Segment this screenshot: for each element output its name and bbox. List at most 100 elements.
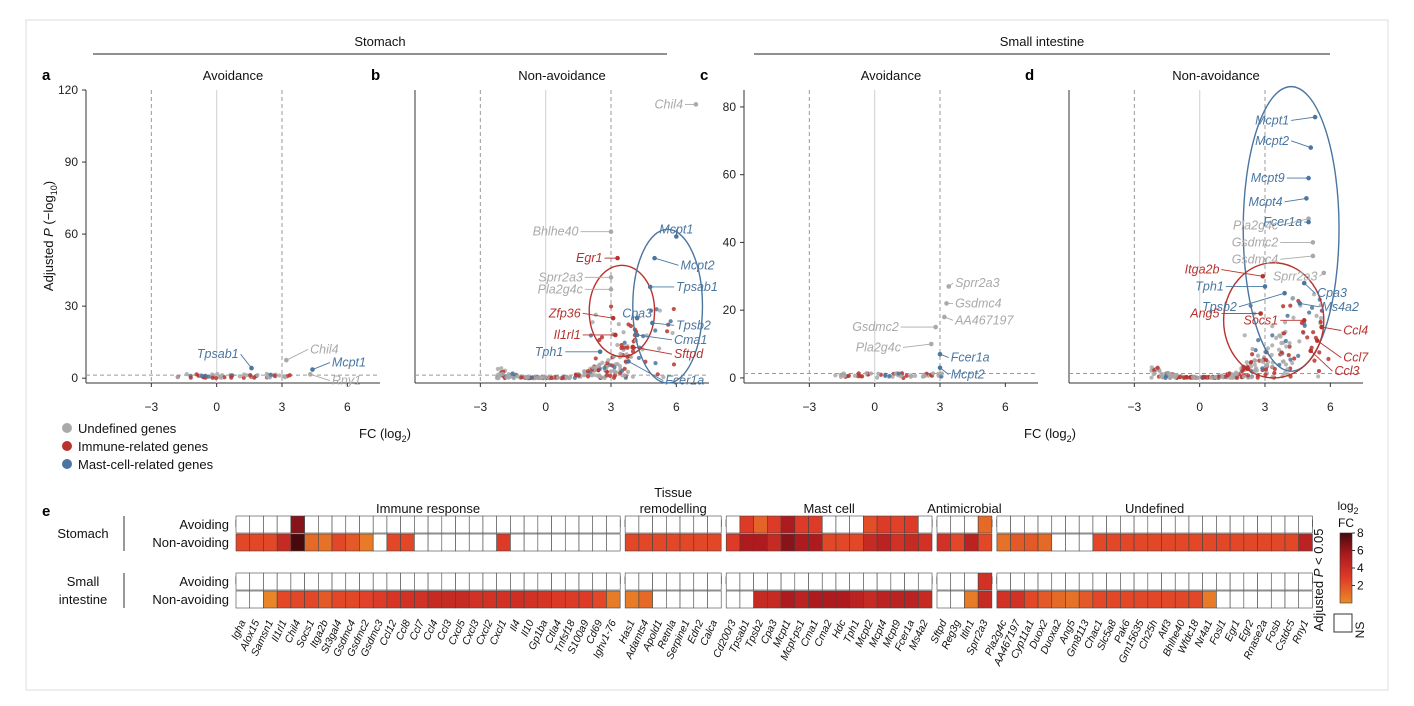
gene-label: Cpa3 (622, 306, 652, 320)
gene-label: Fcer1a (951, 351, 990, 365)
heatmap-cell (808, 533, 823, 552)
heatmap-cell (482, 590, 497, 609)
gene-point (277, 373, 282, 378)
heatmap-cell (1174, 572, 1190, 591)
y-tick-label: 40 (723, 235, 737, 249)
heatmap-cell (304, 515, 319, 534)
gene-point (210, 375, 215, 380)
heatmap-cell (863, 590, 878, 609)
gene-label: Gsdmc4 (1232, 252, 1279, 266)
heatmap-cell (564, 590, 580, 609)
heatmap-cell (592, 572, 607, 591)
heatmap-cell (441, 572, 456, 591)
legend-label: Undefined genes (78, 421, 177, 436)
labeled-gene-point (634, 332, 640, 338)
heatmap-cell (318, 515, 333, 534)
label-leader (286, 348, 309, 361)
gene-point (1171, 373, 1177, 379)
heatmap-cell (1078, 590, 1094, 609)
gene-label: Ccl7 (1343, 351, 1369, 365)
label-leader (1221, 269, 1263, 277)
gene-label: Mcpt1 (1255, 113, 1289, 127)
gene-point (930, 371, 936, 376)
gene-label: Mcpt2 (951, 368, 985, 382)
heatmap-cell (693, 515, 708, 534)
label-leader (1310, 350, 1333, 372)
gene-point (617, 370, 623, 375)
labeled-gene-point (310, 367, 315, 372)
heatmap-cell (427, 572, 443, 591)
gene-point (1260, 366, 1265, 371)
heatmap-cell (455, 515, 470, 534)
heatmap-cell (400, 533, 415, 552)
heatmap-cell (917, 572, 933, 591)
gene-point (607, 373, 613, 378)
heatmap-cell (890, 590, 905, 609)
gene-point (1279, 350, 1284, 355)
gene-point (655, 372, 660, 377)
heatmap-cell (414, 590, 429, 609)
gene-point (523, 375, 528, 380)
gene-point (591, 365, 596, 370)
heatmap-cell (767, 590, 782, 609)
heatmap-cell (1065, 572, 1080, 591)
heatmap-cell (964, 533, 979, 552)
heatmap-cell (441, 515, 456, 534)
gene-point (215, 371, 220, 377)
heatmap-cell (1106, 572, 1121, 591)
x-tick-label: 3 (608, 400, 615, 414)
gene-label: Ms4a2 (1321, 300, 1359, 314)
heatmap-cell (1010, 533, 1025, 552)
labeled-gene-point (937, 365, 943, 371)
heatmap-cell (1216, 590, 1231, 609)
gene-label: Chil4 (655, 97, 684, 111)
labeled-gene-point (1301, 318, 1307, 323)
gene-label: Egr1 (576, 251, 602, 265)
heatmap-cell (835, 572, 850, 591)
x-tick-label: 6 (1327, 400, 1334, 414)
labeled-gene-point (630, 344, 636, 350)
gene-point (203, 373, 208, 378)
gene-point (614, 370, 619, 375)
gene-point (913, 373, 918, 378)
heatmap-cell (1298, 590, 1313, 609)
gene-label: Sprr2a3 (1273, 269, 1318, 283)
heatmap-cell (1188, 572, 1203, 591)
heatmap-cell (1010, 572, 1025, 591)
heatmap-cell (739, 590, 754, 609)
gene-label: Tpsb2 (676, 318, 711, 332)
heatmap-cell (359, 515, 374, 534)
heatmap-cell (1243, 590, 1258, 609)
heatmap-cell (331, 515, 347, 534)
heatmap-cell (707, 572, 722, 591)
heatmap-cell (936, 572, 952, 591)
gene-point (1220, 375, 1225, 380)
labeled-gene-point (308, 372, 313, 377)
gene-point (616, 322, 621, 327)
gene-point (282, 375, 288, 380)
heatmap-cell (496, 515, 511, 534)
heatmap-cell (592, 515, 607, 534)
gene-point (1284, 344, 1289, 349)
heatmap-cell (564, 572, 580, 591)
labeled-gene-point (1260, 274, 1266, 279)
gene-point (1184, 375, 1189, 380)
heatmap-cell (1257, 590, 1272, 609)
gene-point (838, 372, 843, 378)
gene-point (1248, 364, 1254, 369)
heatmap-cell (835, 590, 850, 609)
gene-label: Zfp36 (548, 306, 581, 320)
heatmap-cell (693, 533, 708, 552)
heatmap-cell (551, 572, 566, 591)
heatmap-cell (496, 533, 511, 552)
gene-label: Tph1 (535, 345, 564, 359)
heatmap-cell (977, 572, 993, 591)
panel-c-letter: c (700, 67, 708, 84)
gene-label: Chil4 (310, 342, 339, 356)
gene-label: Mcpt9 (1251, 171, 1285, 185)
heatmap-cell (606, 590, 621, 609)
label-leader (632, 346, 673, 355)
gene-point (1249, 359, 1254, 365)
x-tick-label: −3 (1127, 400, 1141, 414)
gene-point (661, 374, 666, 380)
